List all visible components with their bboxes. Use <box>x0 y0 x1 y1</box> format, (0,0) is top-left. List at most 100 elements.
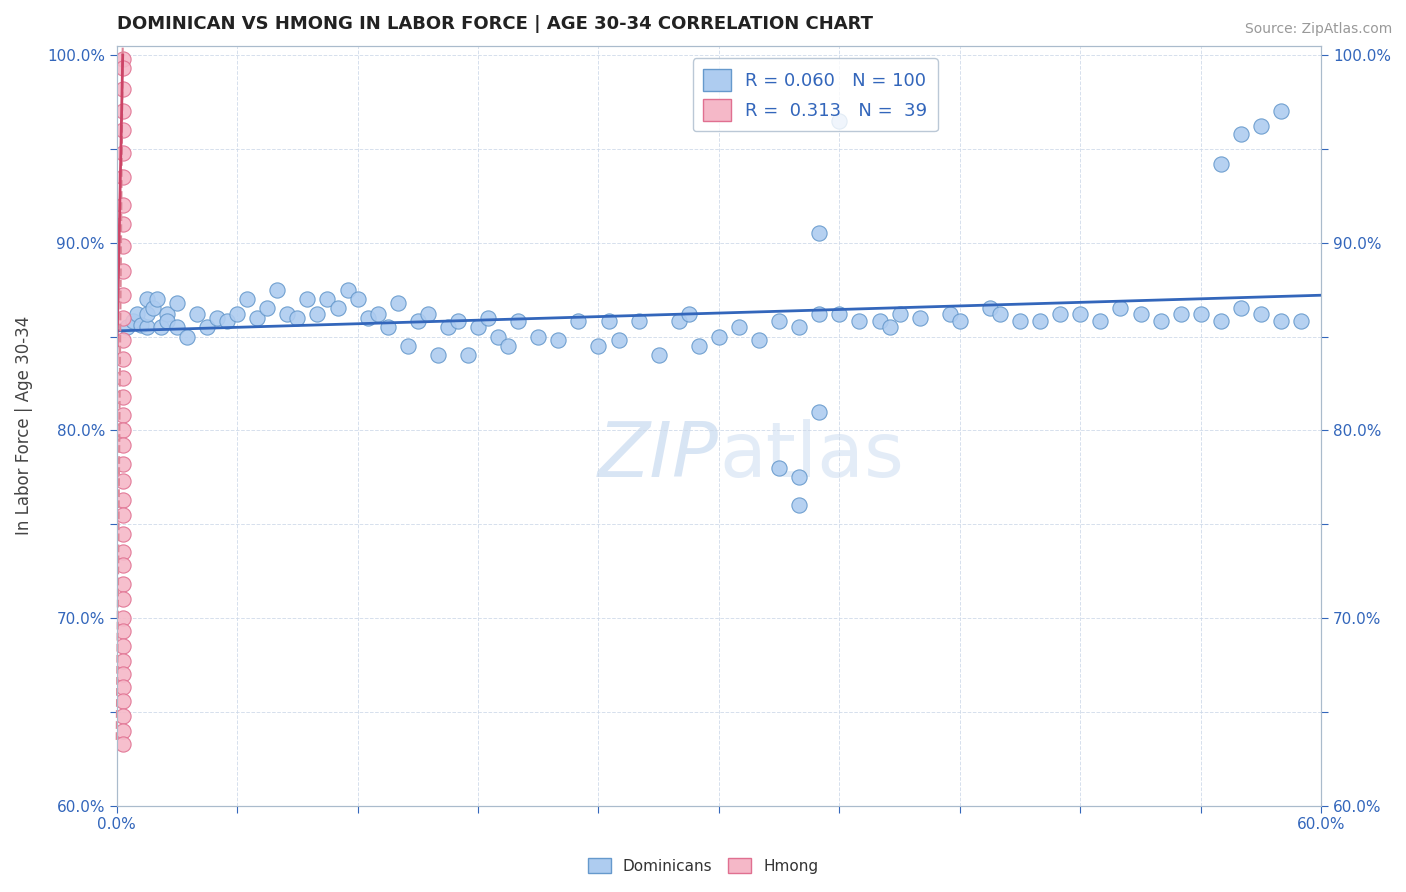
Point <box>1069 307 1091 321</box>
Legend: Dominicans, Hmong: Dominicans, Hmong <box>582 852 824 880</box>
Point <box>111 611 134 625</box>
Point <box>588 339 610 353</box>
Point <box>748 333 770 347</box>
Text: Source: ZipAtlas.com: Source: ZipAtlas.com <box>1244 22 1392 37</box>
Point <box>387 295 409 310</box>
Point <box>787 470 810 484</box>
Point <box>527 329 550 343</box>
Point <box>808 307 831 321</box>
Point <box>869 314 891 328</box>
Point <box>156 314 179 328</box>
Point <box>316 292 339 306</box>
Point <box>1270 104 1292 119</box>
Point <box>111 198 134 212</box>
Point <box>246 310 269 325</box>
Point <box>1109 301 1132 316</box>
Point <box>808 404 831 418</box>
Point <box>307 307 329 321</box>
Point <box>828 113 851 128</box>
Point <box>1189 307 1212 321</box>
Point <box>111 667 134 681</box>
Point <box>1049 307 1071 321</box>
Point <box>276 307 298 321</box>
Point <box>949 314 972 328</box>
Point <box>111 592 134 607</box>
Point <box>648 348 671 362</box>
Point <box>326 301 349 316</box>
Point <box>205 310 228 325</box>
Point <box>457 348 479 362</box>
Point <box>111 708 134 723</box>
Point <box>111 239 134 253</box>
Point <box>908 310 931 325</box>
Point <box>396 339 419 353</box>
Point <box>135 292 157 306</box>
Point <box>668 314 690 328</box>
Point <box>111 654 134 668</box>
Point <box>111 639 134 653</box>
Point <box>547 333 569 347</box>
Point <box>1230 127 1253 141</box>
Point <box>678 307 700 321</box>
Point <box>848 314 870 328</box>
Legend: R = 0.060   N = 100, R =  0.313   N =  39: R = 0.060 N = 100, R = 0.313 N = 39 <box>693 59 938 131</box>
Point <box>111 264 134 278</box>
Point <box>111 558 134 573</box>
Point <box>266 283 288 297</box>
Point <box>879 320 901 334</box>
Point <box>486 329 509 343</box>
Point <box>111 104 134 119</box>
Point <box>367 307 389 321</box>
Point <box>226 307 249 321</box>
Point <box>111 723 134 738</box>
Point <box>1170 307 1192 321</box>
Point <box>808 227 831 241</box>
Point <box>121 314 143 328</box>
Point <box>1270 314 1292 328</box>
Y-axis label: In Labor Force | Age 30-34: In Labor Force | Age 30-34 <box>15 316 32 535</box>
Point <box>142 301 165 316</box>
Point <box>111 438 134 452</box>
Point <box>356 310 378 325</box>
Point <box>508 314 530 328</box>
Point <box>111 681 134 695</box>
Text: atlas: atlas <box>718 419 904 493</box>
Point <box>111 474 134 488</box>
Point <box>377 320 399 334</box>
Point <box>111 333 134 347</box>
Point <box>768 460 790 475</box>
Point <box>176 329 198 343</box>
Point <box>787 320 810 334</box>
Text: ZIP: ZIP <box>598 419 718 493</box>
Point <box>979 301 1001 316</box>
Point <box>115 320 138 334</box>
Point <box>111 169 134 184</box>
Point <box>125 307 148 321</box>
Point <box>1149 314 1171 328</box>
Point <box>166 320 188 334</box>
Point <box>111 351 134 366</box>
Point <box>111 526 134 541</box>
Point <box>111 492 134 507</box>
Point <box>1010 314 1032 328</box>
Point <box>1230 301 1253 316</box>
Point <box>627 314 650 328</box>
Point <box>111 288 134 302</box>
Point <box>1029 314 1052 328</box>
Point <box>111 310 134 325</box>
Text: DOMINICAN VS HMONG IN LABOR FORCE | AGE 30-34 CORRELATION CHART: DOMINICAN VS HMONG IN LABOR FORCE | AGE … <box>117 15 873 33</box>
Point <box>129 318 152 333</box>
Point <box>256 301 278 316</box>
Point <box>768 314 790 328</box>
Point <box>156 307 179 321</box>
Point <box>346 292 368 306</box>
Point <box>416 307 439 321</box>
Point <box>111 624 134 639</box>
Point <box>336 283 359 297</box>
Point <box>186 307 208 321</box>
Point <box>1129 307 1152 321</box>
Point <box>111 390 134 404</box>
Point <box>598 314 620 328</box>
Point <box>217 314 239 328</box>
Point <box>111 52 134 66</box>
